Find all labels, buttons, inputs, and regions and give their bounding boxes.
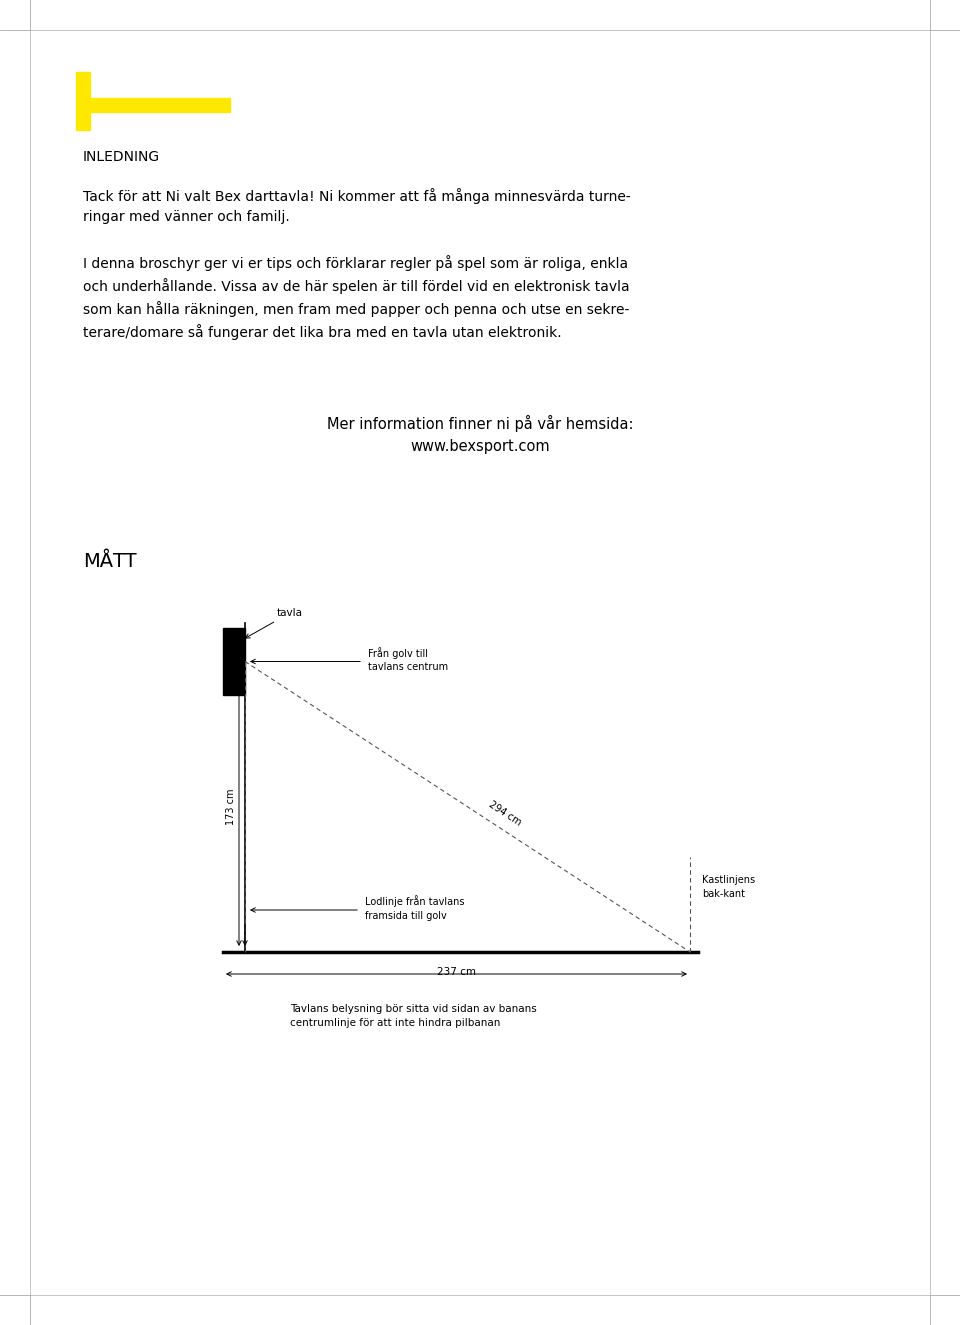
Text: 173 cm: 173 cm bbox=[226, 788, 236, 825]
Bar bbox=[76, 72, 90, 130]
Text: Tavlans belysning bör sitta vid sidan av banans
centrumlinje för att inte hindra: Tavlans belysning bör sitta vid sidan av… bbox=[290, 1004, 537, 1028]
Text: MÅTT: MÅTT bbox=[83, 553, 136, 571]
Text: Kastlinjens
bak-kant: Kastlinjens bak-kant bbox=[702, 876, 756, 898]
Bar bbox=[223, 628, 245, 696]
Text: 237 cm: 237 cm bbox=[437, 967, 476, 977]
Text: tavla: tavla bbox=[246, 608, 303, 639]
Text: INLEDNING: INLEDNING bbox=[83, 150, 160, 164]
Text: I denna broschyr ger vi er tips och förklarar regler på spel som är roliga, enkl: I denna broschyr ger vi er tips och förk… bbox=[83, 254, 630, 341]
Text: Tack för att Ni valt Bex darttavla! Ni kommer att få många minnesvärda turne-
ri: Tack för att Ni valt Bex darttavla! Ni k… bbox=[83, 188, 631, 224]
Text: Från golv till
tavlans centrum: Från golv till tavlans centrum bbox=[368, 647, 448, 672]
Bar bbox=[83, 98, 230, 113]
Text: Mer information finner ni på vår hemsida:
www.bexsport.com: Mer information finner ni på vår hemsida… bbox=[326, 415, 634, 454]
Text: 294 cm: 294 cm bbox=[487, 799, 523, 827]
Text: Lodlinje från tavlans
framsida till golv: Lodlinje från tavlans framsida till golv bbox=[365, 896, 465, 921]
